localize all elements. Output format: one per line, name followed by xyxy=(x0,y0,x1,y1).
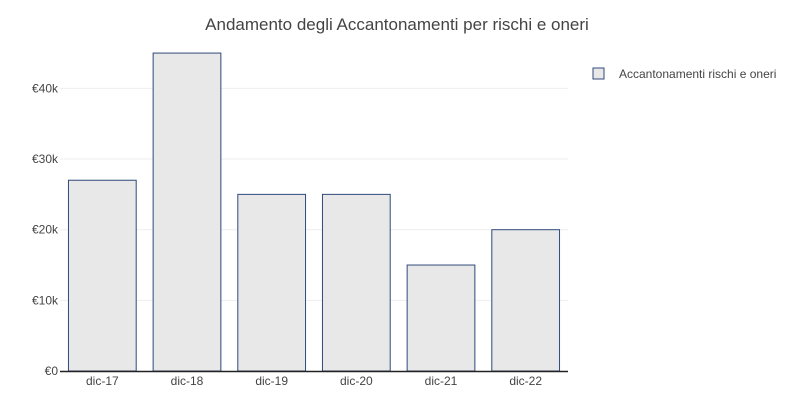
x-tick-label: dic-19 xyxy=(255,374,288,388)
y-tick-label: €30k xyxy=(32,152,59,166)
y-tick-label: €0 xyxy=(45,364,59,378)
bar-dic-20[interactable] xyxy=(321,193,391,372)
bar-dic-17[interactable] xyxy=(67,179,137,372)
bars xyxy=(67,52,561,372)
y-tick-label: €10k xyxy=(32,293,59,307)
legend-swatch[interactable] xyxy=(592,67,605,80)
x-tick-label: dic-18 xyxy=(171,374,204,388)
bar-dic-22[interactable] xyxy=(491,229,561,372)
x-tick-label: dic-20 xyxy=(340,374,373,388)
x-tick-label: dic-17 xyxy=(86,374,119,388)
legend[interactable]: Accantonamenti rischi e oneri xyxy=(592,67,776,81)
bar-dic-19[interactable] xyxy=(237,193,307,372)
legend-label[interactable]: Accantonamenti rischi e oneri xyxy=(619,67,776,81)
chart-title: Andamento degli Accantonamenti per risch… xyxy=(205,15,589,34)
bar-dic-18[interactable] xyxy=(152,52,222,372)
bar-dic-21[interactable] xyxy=(406,264,476,372)
x-tick-label: dic-21 xyxy=(425,374,458,388)
y-axis-ticks: €0 €10k €20k €30k €40k xyxy=(32,81,59,378)
x-tick-label: dic-22 xyxy=(509,374,542,388)
y-tick-label: €40k xyxy=(32,81,59,95)
x-axis-ticks: dic-17 dic-18 dic-19 dic-20 dic-21 dic-22 xyxy=(86,374,542,388)
gridlines xyxy=(60,87,568,301)
y-tick-label: €20k xyxy=(32,223,59,237)
